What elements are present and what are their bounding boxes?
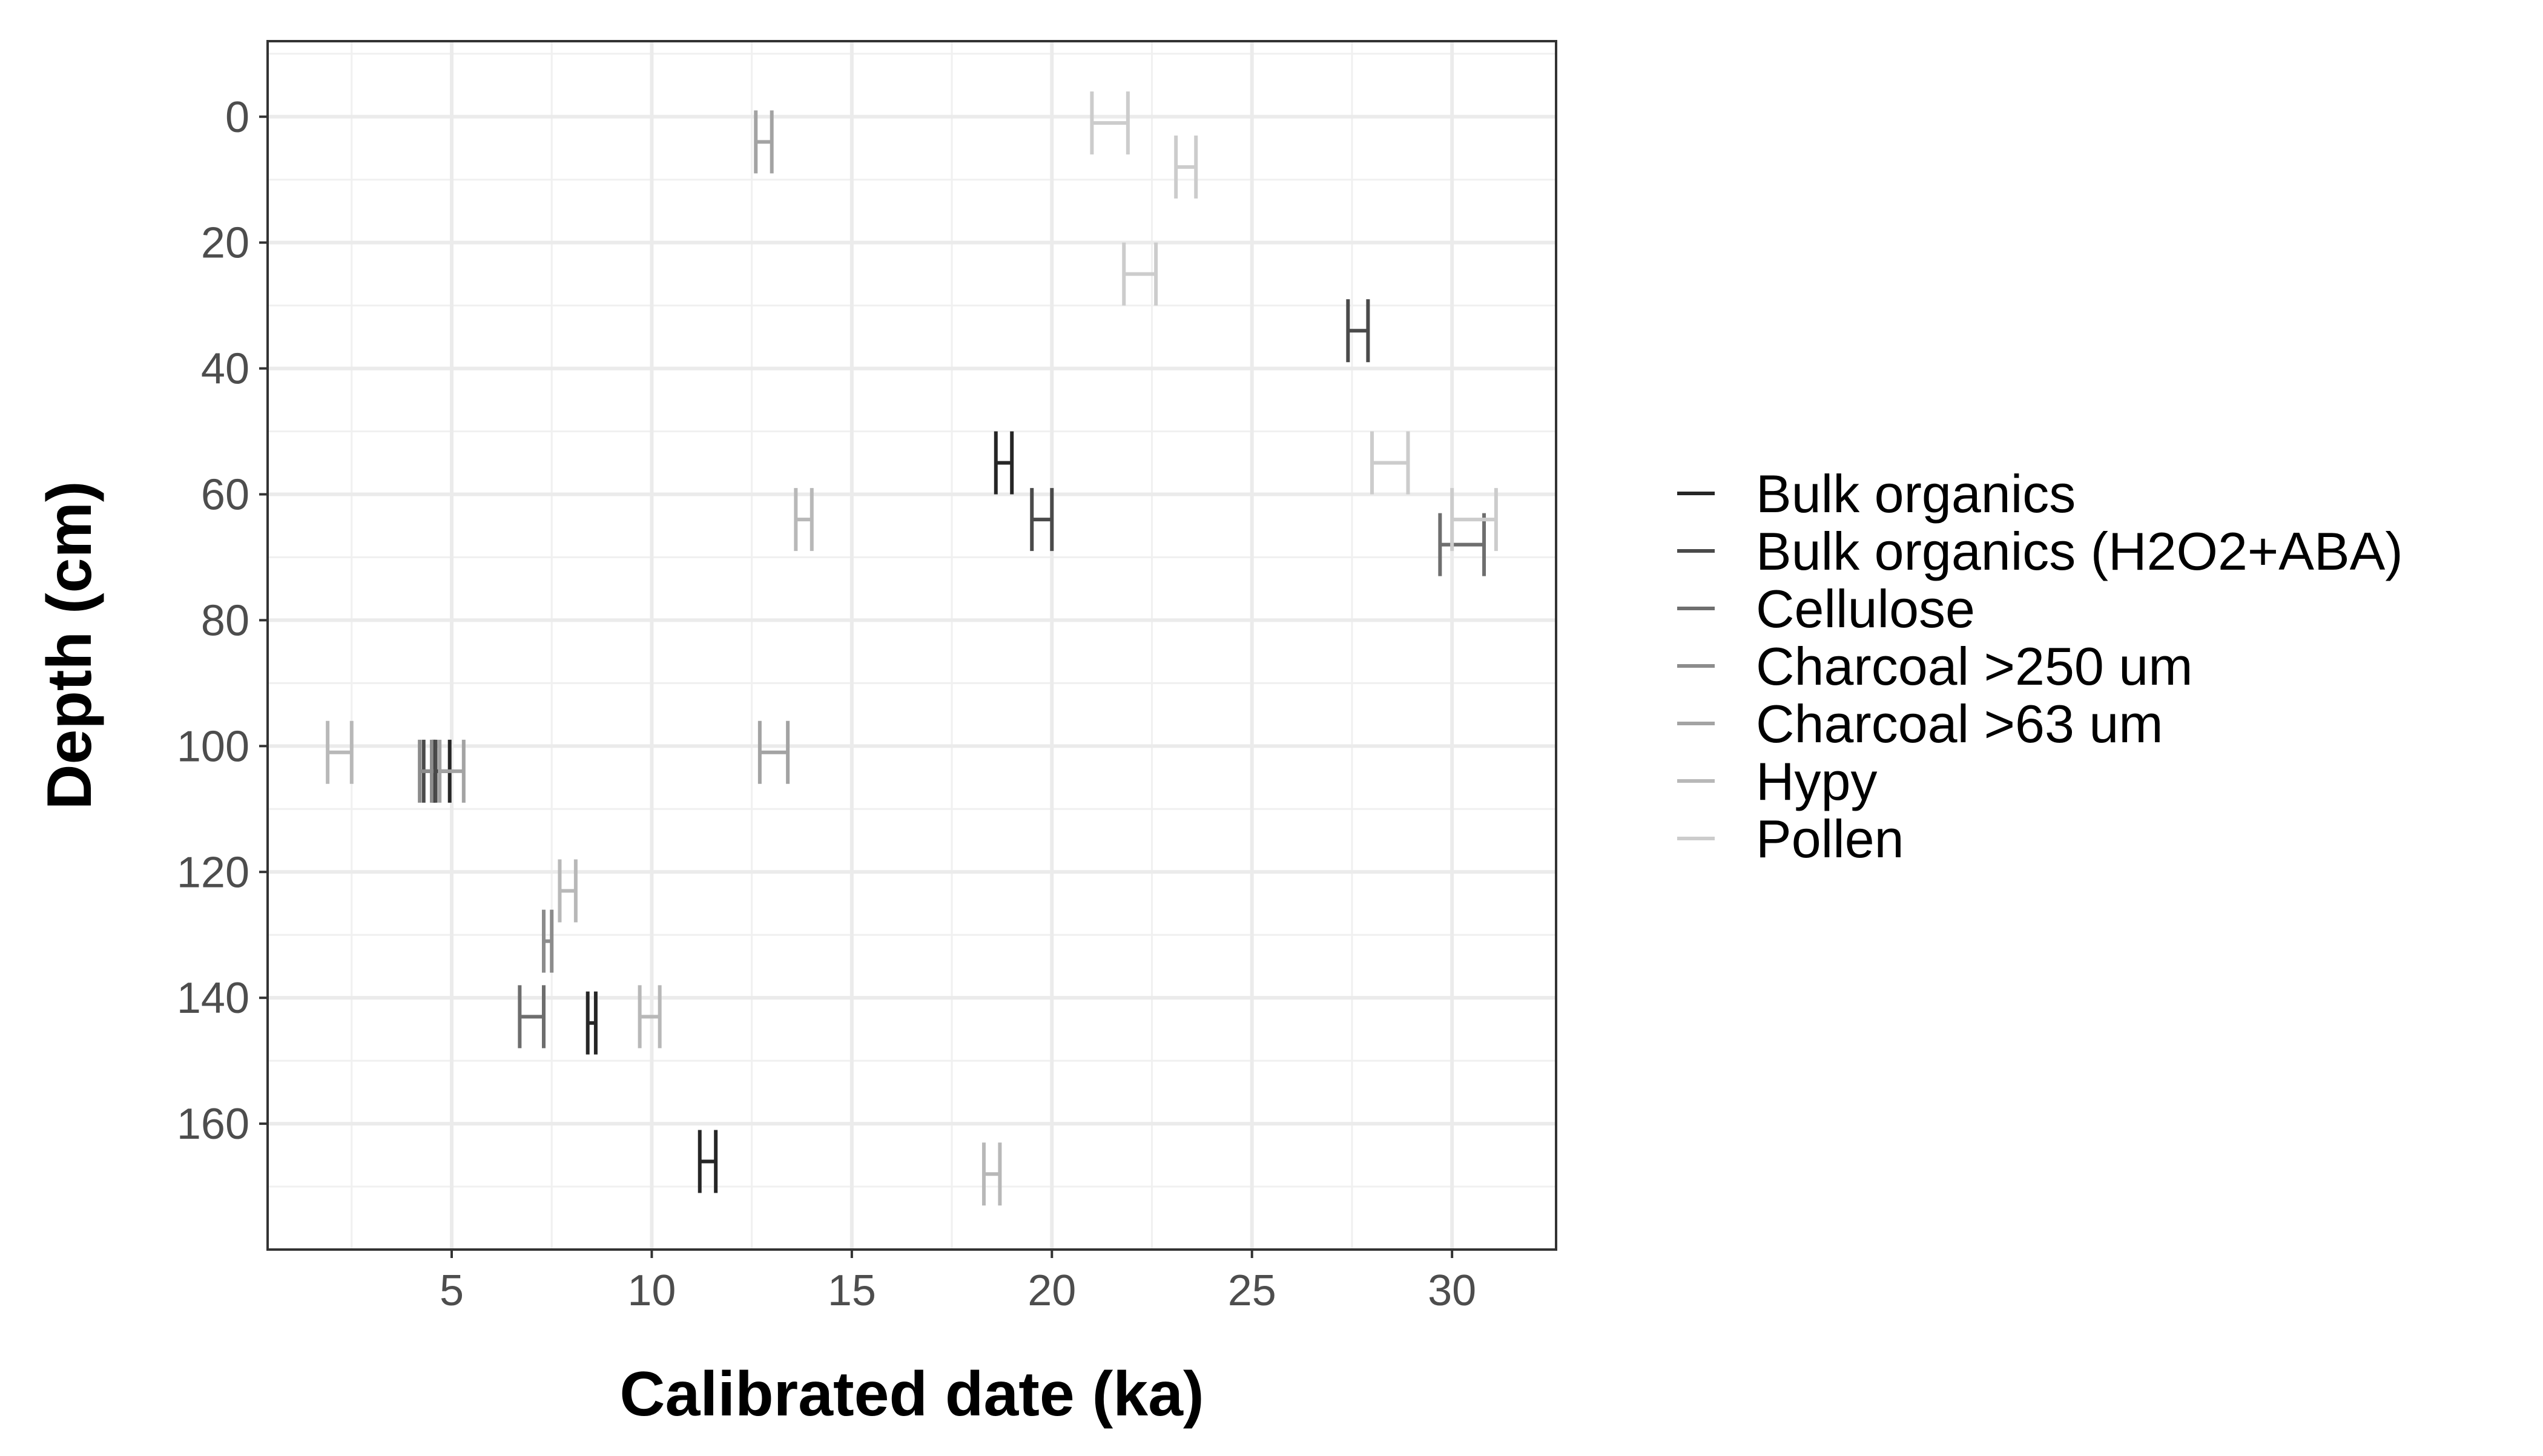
legend-label: Charcoal >250 um (1756, 636, 2193, 696)
error-bar (585, 991, 598, 1055)
y-tick-label: 20 (201, 219, 249, 268)
error-bars (326, 91, 1498, 1206)
legend-item: Hypy (1677, 751, 1878, 811)
x-axis-title: Calibrated date (ka) (619, 1359, 1204, 1429)
error-bar (757, 720, 790, 784)
error-bar (326, 720, 354, 784)
error-bar (1090, 91, 1130, 155)
legend-label: Hypy (1756, 751, 1878, 811)
error-bar (638, 985, 662, 1049)
y-tick-label: 160 (177, 1100, 249, 1148)
y-tick-label: 40 (201, 345, 249, 394)
legend-item: Bulk organics (H2O2+ABA) (1677, 521, 2403, 581)
plot-panel-background (268, 41, 1556, 1250)
error-bar (1450, 488, 1498, 552)
x-tick-label: 15 (828, 1267, 876, 1315)
x-tick-label: 5 (440, 1267, 464, 1315)
error-bar (794, 488, 814, 552)
legend-item: Bulk organics (1677, 464, 2076, 524)
legend-item: Charcoal >250 um (1677, 636, 2193, 696)
legend-item: Charcoal >63 um (1677, 694, 2163, 754)
axes: 5 10 15 20 25 30 0 20 40 60 80 100 120 140 160 (177, 93, 1476, 1315)
error-bar (418, 739, 434, 803)
x-tick-label: 10 (627, 1267, 676, 1315)
legend-item: Pollen (1677, 809, 1904, 869)
y-tick-label: 80 (201, 596, 249, 645)
legend-label: Bulk organics (1756, 464, 2076, 524)
legend-label: Charcoal >63 um (1756, 694, 2163, 754)
error-bar (1030, 488, 1054, 552)
error-bar (994, 431, 1014, 495)
legend-label: Bulk organics (H2O2+ABA) (1756, 521, 2403, 581)
plot-panel-border (266, 40, 1557, 1251)
error-bar (1438, 513, 1486, 576)
x-tick-label: 30 (1428, 1267, 1476, 1315)
x-tick-label: 25 (1228, 1267, 1276, 1315)
error-bar (542, 909, 554, 973)
error-bar (558, 859, 578, 923)
x-tick-label: 20 (1027, 1267, 1076, 1315)
y-tick-label: 0 (225, 93, 249, 142)
error-bar (1346, 299, 1370, 363)
grid-lines (268, 41, 1556, 1250)
y-tick-label: 100 (177, 722, 249, 771)
legend-label: Pollen (1756, 809, 1904, 869)
y-axis-title: Depth (cm) (35, 481, 105, 809)
y-tick-label: 140 (177, 974, 249, 1023)
legend-label: Cellulose (1756, 579, 1975, 639)
legend-item: Cellulose (1677, 579, 1975, 639)
error-bar (1370, 431, 1410, 495)
error-bar (754, 110, 774, 174)
error-bar (438, 739, 466, 803)
error-bar (698, 1130, 718, 1193)
y-tick-label: 120 (177, 848, 249, 897)
error-bar (981, 1142, 1002, 1206)
error-bar (518, 985, 546, 1049)
error-bar (1122, 242, 1158, 306)
error-bar (1174, 135, 1198, 199)
y-tick-label: 60 (201, 471, 249, 519)
